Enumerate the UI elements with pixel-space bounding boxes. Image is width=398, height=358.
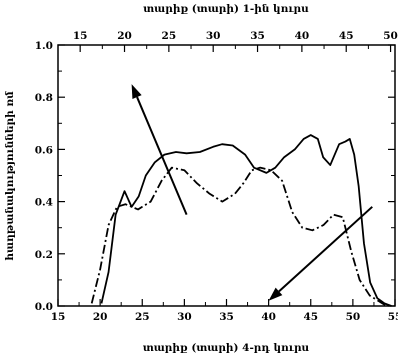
annotation-arrow — [136, 96, 188, 216]
annotation-arrow — [278, 206, 373, 293]
x-top-tick-label: 20 — [117, 30, 132, 42]
x-bottom-tick-label: 20 — [93, 311, 108, 323]
x-bottom-tick-label: 15 — [51, 311, 66, 323]
x-top-tick-label: 25 — [162, 30, 177, 42]
y-tick-label: 1.0 — [35, 40, 53, 52]
annotation-arrowhead — [268, 287, 283, 301]
x-bottom-tick-label: 35 — [219, 311, 234, 323]
y-tick-label: 0.8 — [35, 92, 53, 104]
x-bottom-tick-label: 45 — [303, 311, 318, 323]
x-top-tick-label: 50 — [383, 30, 398, 42]
x-bottom-tick-label: 30 — [177, 311, 192, 323]
x-top-tick-label: 15 — [73, 30, 88, 42]
y-tick-label: 0.4 — [35, 197, 53, 209]
series-line-2 — [90, 166, 388, 307]
x-bottom-tick-label: 50 — [346, 311, 361, 323]
x-top-tick-label: 30 — [206, 30, 221, 42]
series-layer — [90, 134, 392, 307]
annotation-arrowhead — [131, 84, 142, 99]
x-bottom-tick-label: 55 — [388, 311, 398, 323]
annotation-layer — [131, 84, 373, 301]
x-bottom-tick-label: 40 — [261, 311, 276, 323]
x-top-tick-label: 35 — [250, 30, 265, 42]
top-axis-title: տարիք (տարի) 1-ին կուրս — [143, 3, 309, 15]
y-tick-label: 0.0 — [35, 301, 53, 313]
series-line-1 — [100, 134, 392, 307]
x-bottom-tick-label: 25 — [135, 311, 150, 323]
x-top-tick-label: 45 — [339, 30, 354, 42]
tick-layer: 15 20 25 30 35 40 45 50 55 15 20 25 30 35 40 45 50 0.0 0.2… — [35, 30, 398, 323]
y-tick-label: 0.2 — [35, 249, 53, 261]
y-axis-title: հաղթանակությունների ռմ — [4, 91, 16, 261]
y-tick-label: 0.6 — [35, 144, 53, 156]
x-top-tick-label: 40 — [295, 30, 310, 42]
bottom-axis-title: տարիք (տարի) 4-րդ կուրս — [143, 342, 310, 354]
